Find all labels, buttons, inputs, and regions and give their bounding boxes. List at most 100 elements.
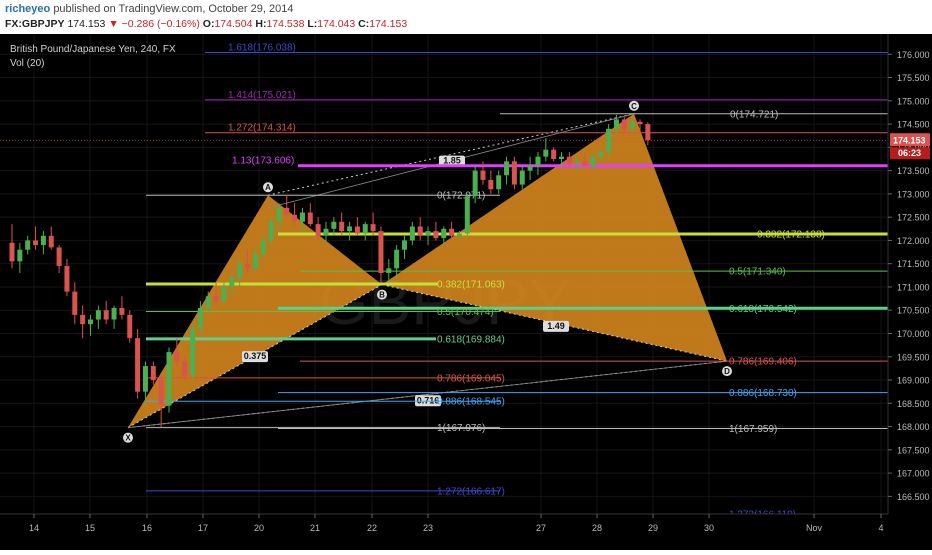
candle-body (205, 296, 211, 308)
fib-level-label: 1(167.959) (729, 424, 777, 435)
high-label: H: (255, 18, 267, 30)
countdown-label: 06:23 (898, 148, 921, 158)
candle-body (315, 224, 321, 236)
candle-body (331, 221, 337, 229)
candle-body (637, 121, 643, 125)
trend-line-lower (127, 360, 728, 429)
candle-body (496, 175, 502, 190)
candle-body (464, 196, 470, 234)
fib-level-label: 0.5(170.474) (437, 307, 494, 318)
candle-body (33, 240, 39, 246)
candle-body (213, 296, 219, 301)
candle-body (25, 240, 31, 250)
time-tick-label: 28 (592, 523, 602, 533)
price-tick-label: 170.500 (897, 306, 930, 316)
ratio-label-bg (242, 351, 268, 363)
time-tick-label: 16 (142, 523, 152, 533)
time-tick-label: 14 (29, 523, 39, 533)
fib-level-label: 0.5(171.340) (729, 267, 786, 278)
close-value: 174.153 (369, 18, 408, 30)
last-price: 174.153 (67, 18, 106, 30)
fib-level-label: 0.786(169.045) (437, 373, 505, 384)
pattern-point-label: A (265, 183, 271, 192)
time-axis[interactable]: 14 15 16 17 20 21 22 23 27 28 29 30 Nov 4 (0, 513, 932, 550)
candle-body (111, 307, 117, 320)
candle-body (402, 240, 407, 250)
quote-line: FX:GBPJPY 174.153 ▼ −0.286 (−0.16%) O:17… (5, 18, 407, 30)
fib-level-label: 1.618(176.038) (228, 43, 296, 54)
time-tick-label: 21 (310, 523, 320, 533)
candle-body (606, 128, 612, 153)
price-tick-label: 176.000 (897, 50, 930, 60)
price-axis[interactable]: 176.000175.500175.000174.500174.000173.5… (0, 34, 932, 514)
candle-body (17, 249, 23, 262)
candle-body (237, 263, 243, 278)
ratio-label: 0.375 (244, 351, 267, 361)
open-label: O: (202, 18, 215, 30)
author-name[interactable]: richeyeo (5, 3, 51, 15)
pattern-point-label: X (125, 434, 131, 443)
fib-levels[interactable]: 1.618(176.038) 1.414(175.021) 1.272(174.31… (146, 43, 888, 521)
candle-body (48, 235, 54, 248)
candle-body (80, 314, 86, 325)
fib-level-label: 1.272(174.314) (228, 123, 296, 134)
ratio-label-bg (439, 155, 465, 167)
candle-body (56, 247, 62, 267)
fib-level-label: 1.272(166.617) (437, 486, 505, 497)
candle-body (354, 226, 360, 234)
candle-body (629, 121, 635, 129)
pattern-point-label: D (724, 367, 730, 376)
candle-body (88, 319, 93, 325)
price-tick-label: 173.000 (897, 189, 930, 199)
fib-level-label: 0.618(169.884) (437, 334, 505, 345)
chart-area[interactable]: GBPJPY 0.375 0.716 1.85 1.49 1.618(176.038)… (0, 34, 932, 550)
candle-body (433, 231, 439, 239)
time-tick-label: 22 (367, 523, 377, 533)
candle-body (598, 152, 604, 157)
candle-body (645, 124, 651, 141)
candle-body (299, 212, 305, 222)
published-text: published on TradingView.com, October 29… (53, 3, 294, 15)
candle-body (504, 161, 510, 176)
candle-body (535, 156, 541, 166)
volume-indicator-label: Vol (20) (10, 58, 44, 69)
chart-title: British Pound/Japanese Yen, 240, FX (10, 44, 176, 55)
fib-level-label: 0.786(169.406) (729, 357, 797, 368)
pattern-point-marker (629, 100, 639, 111)
candle-body (284, 207, 290, 215)
price-tick-label: 169.000 (897, 376, 930, 386)
candle-body (566, 156, 572, 164)
fib-level-label: 0.886(168.545) (437, 397, 505, 408)
candle-body (260, 240, 266, 255)
time-tick-label: 30 (704, 523, 714, 533)
time-tick-label: Nov (806, 523, 823, 533)
candle-body (551, 149, 557, 159)
candle-body (621, 119, 627, 129)
low-value: 174.043 (317, 18, 356, 30)
pattern-bcd-triangle[interactable] (382, 113, 727, 362)
pattern-point-marker (123, 432, 133, 443)
time-tick-label: 4 (878, 523, 883, 533)
candle-body (252, 254, 258, 269)
price-tick-label: 173.500 (897, 166, 930, 176)
publish-line: richeyeo published on TradingView.com, O… (5, 3, 293, 15)
price-tick-label: 170.000 (897, 329, 930, 339)
candle-body (158, 380, 164, 406)
candle-body (150, 366, 156, 381)
price-tick-label: 175.500 (897, 73, 930, 83)
candle-body (339, 221, 345, 232)
candle-body (182, 361, 188, 376)
candle-body (64, 266, 70, 292)
time-tick-label: 20 (254, 523, 264, 533)
last-price-label: 174.153 (893, 136, 926, 146)
candle-body (394, 249, 400, 269)
candle-body (292, 214, 298, 222)
candle-body (378, 231, 384, 273)
candle-body (119, 307, 125, 315)
last-price-badge (890, 133, 930, 147)
price-change: ▼ −0.286 (−0.16%) (108, 18, 200, 30)
candle-body (362, 224, 368, 234)
time-tick-label: 15 (85, 523, 95, 533)
candle-body (425, 231, 431, 236)
